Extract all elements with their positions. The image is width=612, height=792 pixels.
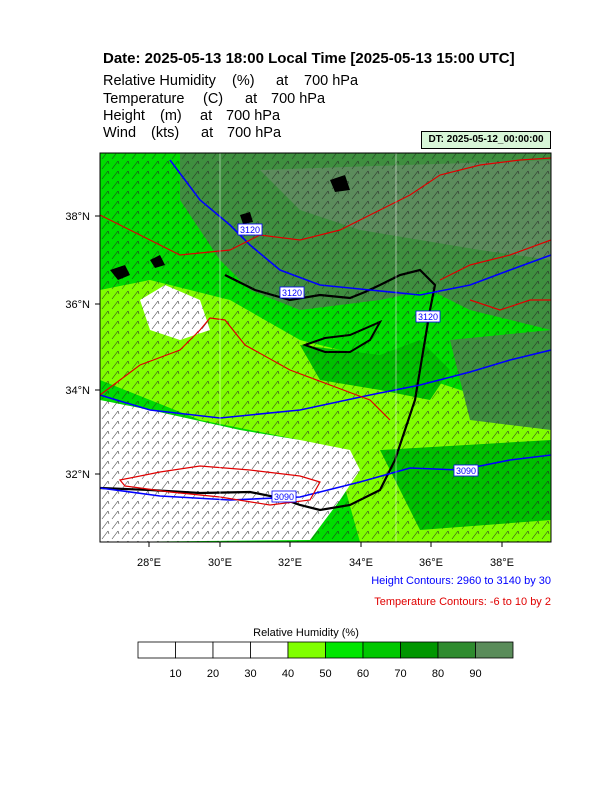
lon-ticks [148, 542, 503, 547]
field-line-temp: Temperature (C) at 700 hPa [103, 91, 326, 107]
cyprus-coast [301, 319, 383, 353]
plot-title: Date: 2025-05-13 18:00 Local Time [2025-… [103, 50, 515, 67]
height-label-2: 3120 [282, 288, 302, 298]
lat-label-34: 34°N [65, 385, 90, 397]
colorbar-box-9 [475, 641, 514, 659]
colorbar-box-4 [287, 641, 326, 659]
colorbar-box-6 [362, 641, 401, 659]
colorbar-label-60: 60 [356, 668, 370, 680]
colorbar-label-40: 40 [281, 668, 295, 680]
temperature-contour-central [100, 317, 391, 421]
colorbar-label-30: 30 [244, 668, 257, 680]
colorbar-label-90: 90 [469, 668, 482, 680]
colorbar-box-7 [400, 641, 439, 659]
lat-label-38: 38°N [65, 211, 90, 223]
colorbar-label-70: 70 [394, 668, 407, 680]
colorbar-label-10: 10 [169, 668, 182, 680]
lat-ticks [95, 215, 100, 475]
field-line-height: Height (m) at 700 hPa [103, 108, 281, 124]
colorbar-box-0 [137, 641, 176, 659]
lon-label-32: 32°E [278, 557, 302, 569]
rh-colorbar [137, 641, 514, 659]
lon-label-28: 28°E [137, 557, 161, 569]
temperature-contour-note: Temperature Contours: -6 to 10 by 2 [374, 596, 551, 608]
colorbar-label-50: 50 [319, 668, 332, 680]
height-contour-labels: 3120 3120 3120 3090 3090 [237, 223, 479, 503]
lat-label-32: 32°N [65, 469, 90, 481]
colorbar-box-1 [175, 641, 214, 659]
height-contour-note: Height Contours: 2960 to 3140 by 30 [371, 575, 551, 587]
lon-label-38: 38°E [490, 557, 514, 569]
field-line-wind: Wind (kts) at 700 hPa [103, 125, 282, 141]
colorbar-box-8 [437, 641, 476, 659]
colorbar-label-80: 80 [431, 668, 445, 680]
height-label-1: 3120 [240, 225, 260, 235]
colorbar-box-2 [212, 641, 251, 659]
colorbar-box-3 [250, 641, 289, 659]
lat-label-36: 36°N [65, 299, 90, 311]
height-label-3: 3120 [418, 312, 438, 322]
temperature-contour-north [100, 157, 551, 256]
dt-label: DT: 2025-05-12_00:00:00 [421, 131, 551, 149]
map-frame [99, 152, 552, 543]
lon-label-36: 36°E [419, 557, 443, 569]
lon-label-34: 34°E [349, 557, 373, 569]
temperature-contour-south [118, 465, 321, 506]
lon-label-30: 30°E [208, 557, 232, 569]
colorbar-box-5 [325, 641, 364, 659]
colorbar-label-20: 20 [206, 668, 220, 680]
wind-barbs [100, 153, 551, 542]
height-contour-lower [100, 454, 551, 501]
height-label-5: 3090 [274, 492, 294, 502]
height-label-4: 3090 [456, 466, 476, 476]
field-line-rh: Relative Humidity (%) at 700 hPa [103, 73, 359, 89]
height-contour-middle [100, 349, 551, 419]
temperature-contour-east [439, 239, 551, 311]
colorbar-title: Relative Humidity (%) [253, 627, 359, 639]
